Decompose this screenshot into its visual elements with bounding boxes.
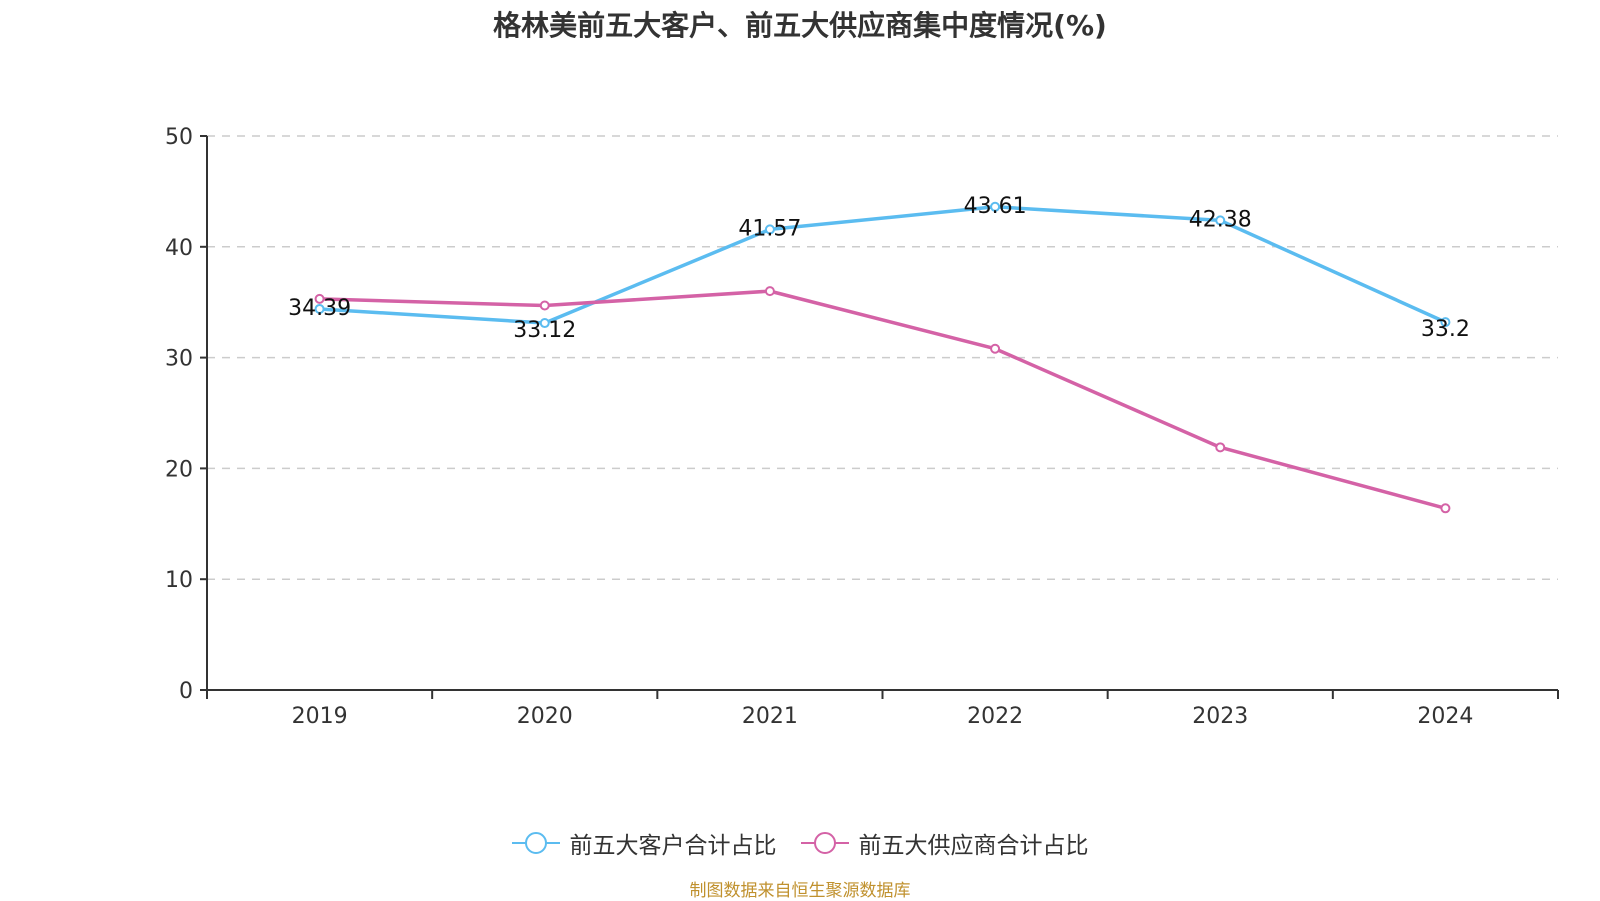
data-point	[764, 286, 775, 297]
x-tick-label: 2023	[1192, 704, 1248, 729]
legend-label: 前五大供应商合计占比	[858, 833, 1089, 859]
data-point	[314, 303, 325, 314]
data-point	[1215, 442, 1226, 453]
legend-circle-icon	[511, 832, 560, 854]
legend-circle-icon	[800, 832, 849, 854]
data-point	[990, 201, 1001, 212]
data-labels: 34.39 33.12 41.57 43.61 42.38 33.2	[288, 194, 1470, 343]
data-point	[314, 293, 325, 304]
data-point	[764, 224, 775, 235]
data-point	[539, 318, 550, 329]
series-lines	[314, 201, 1451, 514]
data-point	[539, 300, 550, 311]
x-tick-label: 2022	[967, 704, 1023, 729]
series-line-1	[319, 289, 1446, 510]
data-point	[990, 343, 1001, 354]
data-label: 43.61	[964, 194, 1027, 219]
y-tick-label: 30	[165, 347, 193, 372]
legend-item-suppliers[interactable]: 前五大供应商合计占比	[800, 826, 1089, 860]
axes	[200, 135, 1559, 699]
gridlines	[207, 135, 1558, 580]
legend-item-customers[interactable]: 前五大客户合计占比	[511, 826, 777, 860]
y-tick-label: 50	[165, 125, 193, 150]
series-line-0	[319, 205, 1447, 325]
data-label: 42.38	[1189, 207, 1252, 232]
legend-label: 前五大客户合计占比	[569, 833, 777, 859]
chart-title: 格林美前五大客户、前五大供应商集中度情况(%)	[493, 9, 1107, 42]
x-tick-labels: 2019 2020 2021 2022 2023 2024	[292, 704, 1474, 729]
y-tick-labels: 0 10 20 30 40 50	[165, 125, 193, 704]
data-point	[1440, 503, 1451, 514]
data-label: 33.12	[513, 318, 576, 343]
legend: 前五大客户合计占比 前五大供应商合计占比	[0, 826, 1600, 860]
x-tick-label: 2019	[292, 704, 348, 729]
data-point	[1215, 215, 1226, 226]
x-tick-label: 2021	[742, 704, 798, 729]
x-tick-label: 2020	[517, 704, 573, 729]
data-label: 34.39	[288, 296, 351, 321]
x-tick-label: 2024	[1417, 704, 1473, 729]
y-tick-label: 20	[165, 457, 193, 482]
data-label: 41.57	[738, 216, 801, 241]
data-label: 33.2	[1421, 317, 1470, 342]
y-tick-label: 10	[165, 568, 193, 593]
source-footer: 制图数据来自恒生聚源数据库	[689, 881, 911, 901]
y-tick-label: 40	[165, 236, 193, 261]
y-tick-label: 0	[179, 679, 193, 704]
data-point	[1440, 317, 1451, 328]
